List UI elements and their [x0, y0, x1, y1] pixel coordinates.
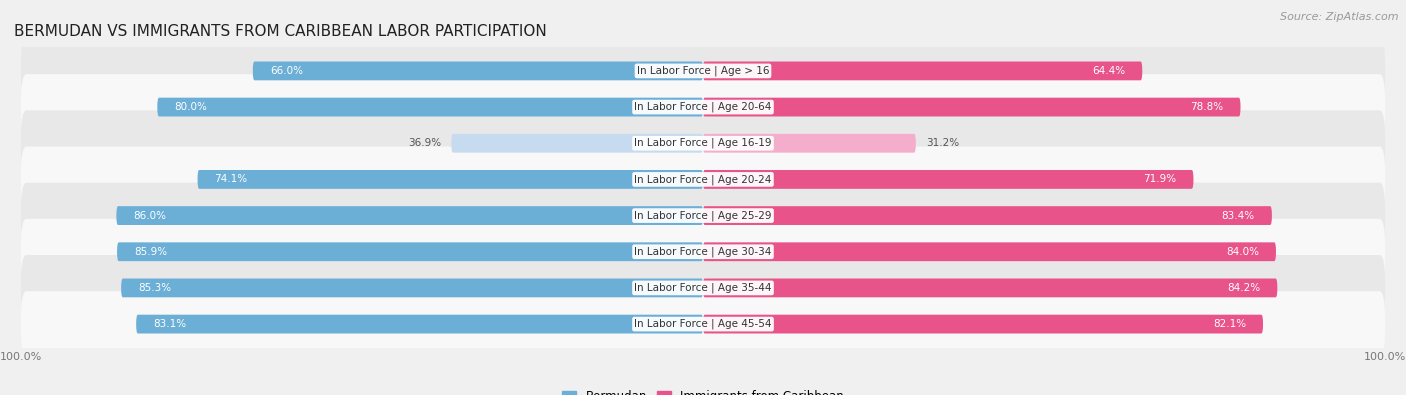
Text: 85.3%: 85.3%	[138, 283, 172, 293]
Text: 66.0%: 66.0%	[270, 66, 302, 76]
Text: 64.4%: 64.4%	[1092, 66, 1125, 76]
Text: In Labor Force | Age 20-64: In Labor Force | Age 20-64	[634, 102, 772, 112]
FancyBboxPatch shape	[117, 243, 703, 261]
Text: In Labor Force | Age > 16: In Labor Force | Age > 16	[637, 66, 769, 76]
FancyBboxPatch shape	[21, 182, 1385, 248]
Text: Source: ZipAtlas.com: Source: ZipAtlas.com	[1281, 12, 1399, 22]
Text: In Labor Force | Age 35-44: In Labor Force | Age 35-44	[634, 283, 772, 293]
FancyBboxPatch shape	[136, 315, 703, 333]
Text: 83.4%: 83.4%	[1222, 211, 1254, 220]
FancyBboxPatch shape	[157, 98, 703, 117]
FancyBboxPatch shape	[21, 147, 1385, 213]
FancyBboxPatch shape	[121, 278, 703, 297]
Text: 74.1%: 74.1%	[215, 175, 247, 184]
FancyBboxPatch shape	[703, 62, 1142, 80]
FancyBboxPatch shape	[703, 243, 1277, 261]
FancyBboxPatch shape	[253, 62, 703, 80]
FancyBboxPatch shape	[21, 255, 1385, 321]
Text: In Labor Force | Age 30-34: In Labor Force | Age 30-34	[634, 246, 772, 257]
FancyBboxPatch shape	[451, 134, 703, 152]
FancyBboxPatch shape	[21, 74, 1385, 140]
FancyBboxPatch shape	[703, 206, 1272, 225]
FancyBboxPatch shape	[21, 110, 1385, 176]
Text: 36.9%: 36.9%	[408, 138, 441, 148]
FancyBboxPatch shape	[703, 170, 1194, 189]
FancyBboxPatch shape	[21, 38, 1385, 104]
FancyBboxPatch shape	[21, 291, 1385, 357]
Text: 86.0%: 86.0%	[134, 211, 166, 220]
Text: In Labor Force | Age 16-19: In Labor Force | Age 16-19	[634, 138, 772, 149]
FancyBboxPatch shape	[703, 315, 1263, 333]
Text: BERMUDAN VS IMMIGRANTS FROM CARIBBEAN LABOR PARTICIPATION: BERMUDAN VS IMMIGRANTS FROM CARIBBEAN LA…	[14, 24, 547, 39]
Text: 71.9%: 71.9%	[1143, 175, 1177, 184]
FancyBboxPatch shape	[703, 278, 1277, 297]
FancyBboxPatch shape	[703, 98, 1240, 117]
Text: 84.0%: 84.0%	[1226, 247, 1258, 257]
Text: 78.8%: 78.8%	[1191, 102, 1223, 112]
FancyBboxPatch shape	[117, 206, 703, 225]
Text: 31.2%: 31.2%	[927, 138, 959, 148]
Text: 83.1%: 83.1%	[153, 319, 187, 329]
Text: 82.1%: 82.1%	[1213, 319, 1246, 329]
Text: In Labor Force | Age 25-29: In Labor Force | Age 25-29	[634, 210, 772, 221]
Text: 80.0%: 80.0%	[174, 102, 207, 112]
Text: 84.2%: 84.2%	[1227, 283, 1260, 293]
Text: 85.9%: 85.9%	[134, 247, 167, 257]
Text: In Labor Force | Age 20-24: In Labor Force | Age 20-24	[634, 174, 772, 185]
Legend: Bermudan, Immigrants from Caribbean: Bermudan, Immigrants from Caribbean	[557, 385, 849, 395]
FancyBboxPatch shape	[703, 134, 915, 152]
FancyBboxPatch shape	[21, 219, 1385, 285]
Text: In Labor Force | Age 45-54: In Labor Force | Age 45-54	[634, 319, 772, 329]
FancyBboxPatch shape	[198, 170, 703, 189]
